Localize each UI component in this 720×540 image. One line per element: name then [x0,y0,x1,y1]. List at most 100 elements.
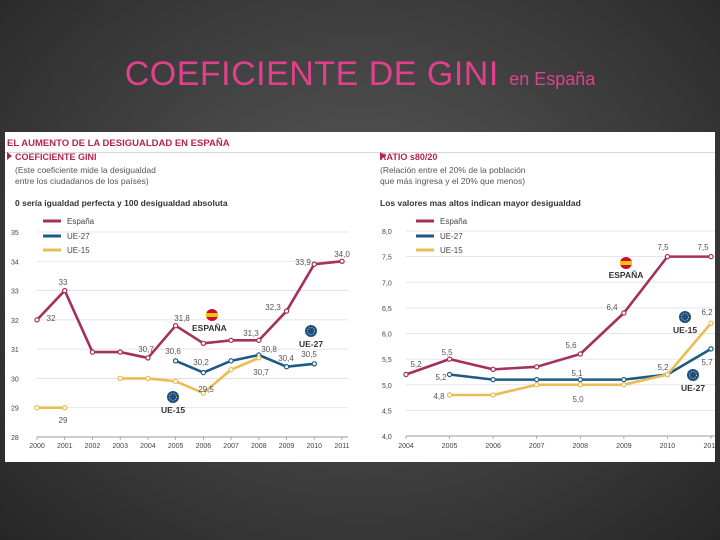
ratio-y-tick-label: 4,0 [382,434,392,441]
gini-data-label: 29 [59,416,68,425]
ratio-eu-flag-icon [687,369,699,381]
ratio-subtitle-line-1: (Relación entre el 20% de la población [380,165,526,175]
gini-y-tick-label: 35 [11,230,19,237]
gini-data-label: 33,9 [295,258,311,267]
gini-point-España [62,287,68,294]
gini-series-line-UE-15 [120,356,260,395]
gini-data-label: 30,7 [138,345,154,354]
ratio-x-tick-label: 2008 [572,443,588,450]
gini-eu-flag-stars [307,327,315,335]
ratio-title: RATIO s80/20 [380,152,437,162]
ratio-data-label: 4,8 [433,392,445,401]
gini-data-label: 30,7 [253,368,269,377]
gini-point-España [283,308,290,314]
ratio-data-label: 5,2 [435,373,447,382]
gini-x-tick-label: 2009 [279,443,295,450]
gini-x-tick-label: 2001 [57,443,73,450]
gini-point-UE-15 [256,355,262,361]
gini-y-tick-label: 31 [11,347,19,354]
panel-header-title: EL AUMENTO DE LA DESIGUALDAD EN ESPAÑA [7,138,230,149]
ratio-x-tick-label: 2011 [703,443,715,450]
gini-data-label: 32,3 [265,303,281,312]
ratio-point-UE-27 [534,376,540,383]
gini-subtitle-line-1: (Este coeficiente mide la desigualdad [15,165,156,175]
ratio-data-label: 6,2 [701,308,713,317]
ratio-annotation: ESPAÑA [609,270,644,280]
gini-point-UE-27 [283,364,290,370]
gini-data-label: 29,5 [198,385,214,394]
gini-point-España [89,349,96,355]
ratio-point-UE-15 [446,392,453,398]
ratio-y-tick-label: 4,5 [382,408,392,415]
ratio-point-UE-15 [664,371,671,378]
gini-x-tick-label: 2005 [168,443,184,450]
ratio-data-label: 5,1 [571,369,583,378]
gini-series-line-UE-27 [175,353,315,374]
gini-y-tick-label: 28 [11,435,19,442]
gini-x-tick-label: 2003 [112,443,128,450]
ratio-point-UE-15 [577,382,583,388]
gini-data-label: 30,6 [165,347,181,356]
ratio-point-España [403,371,409,378]
ratio-y-tick-label: 6,5 [382,306,392,313]
ratio-title-marker [380,152,385,160]
ratio-x-tick-label: 2006 [485,443,501,450]
gini-title: COEFICIENTE GINI [15,152,97,162]
ratio-data-label: 5,7 [701,358,713,367]
gini-series-line-España [36,259,343,360]
gini-note: 0 sería igualdad perfecta y 100 desigual… [15,198,228,208]
ratio-x-tick-label: 2009 [616,443,632,450]
gini-annotation: UE-15 [161,405,185,415]
gini-point-España [34,317,40,323]
gini-data-label: 34,0 [334,250,350,259]
ratio-x-tick-label: 2005 [442,443,458,450]
gini-eu-flag-icon [305,325,317,337]
ratio-legend-label: UE-15 [440,246,463,255]
slide-title-subtitle: en España [509,69,596,89]
gini-point-UE-15 [200,390,207,396]
ratio-series-line-España [405,255,711,376]
gini-eu-flag-stars [169,393,177,401]
ratio-point-España [664,253,671,260]
ratio-point-UE-27 [621,376,627,383]
ratio-data-label: 7,5 [657,243,669,252]
slide-title-main: COEFICIENTE DE GINI [124,55,499,93]
gini-data-label: 30,4 [278,354,294,363]
gini-y-tick-label: 30 [11,376,19,383]
gini-annotation: ESPAÑA [192,323,227,333]
gini-data-label: 32 [47,314,56,323]
gini-data-label: 30,8 [261,345,277,354]
gini-x-tick-label: 2011 [334,443,349,450]
ratio-point-España [708,253,714,260]
ratio-data-label: 5,2 [657,363,669,372]
ratio-point-UE-15 [534,382,540,388]
ratio-point-UE-15 [621,382,627,388]
gini-point-UE-15 [62,405,68,411]
gini-subtitle-line-2: entre los ciudadanos de los países) [15,176,149,186]
gini-x-tick-label: 2002 [85,443,101,450]
gini-x-tick-label: 2004 [140,443,156,450]
ratio-legend-label: España [440,217,468,226]
gini-point-España [339,258,345,264]
ratio-x-tick-label: 2007 [529,443,545,450]
ratio-eu-flag-stars [689,371,697,379]
gini-point-UE-15 [228,366,234,373]
slide-title: COEFICIENTE DE GINI en España [0,55,720,94]
ratio-data-label: 5,0 [572,395,584,404]
gini-y-tick-label: 29 [11,406,19,413]
gini-x-tick-label: 2007 [223,443,239,450]
ratio-x-tick-label: 2004 [398,443,414,450]
gini-point-UE-27 [311,361,317,367]
gini-x-tick-label: 2008 [251,443,267,450]
gini-x-tick-label: 2010 [306,443,322,450]
gini-point-UE-15 [145,375,151,382]
ratio-data-label: 5,2 [410,360,422,369]
ratio-subtitle-line-2: que más ingresa y el 20% que menos) [380,176,525,186]
ratio-eu-flag-stars [681,313,689,321]
ratio-data-label: 5,5 [441,348,453,357]
gini-title-marker [7,152,12,160]
gini-annotation: UE-27 [299,339,323,349]
gini-point-España [117,349,123,355]
gini-data-label: 31,3 [243,329,259,338]
gini-x-tick-label: 2000 [29,443,45,450]
